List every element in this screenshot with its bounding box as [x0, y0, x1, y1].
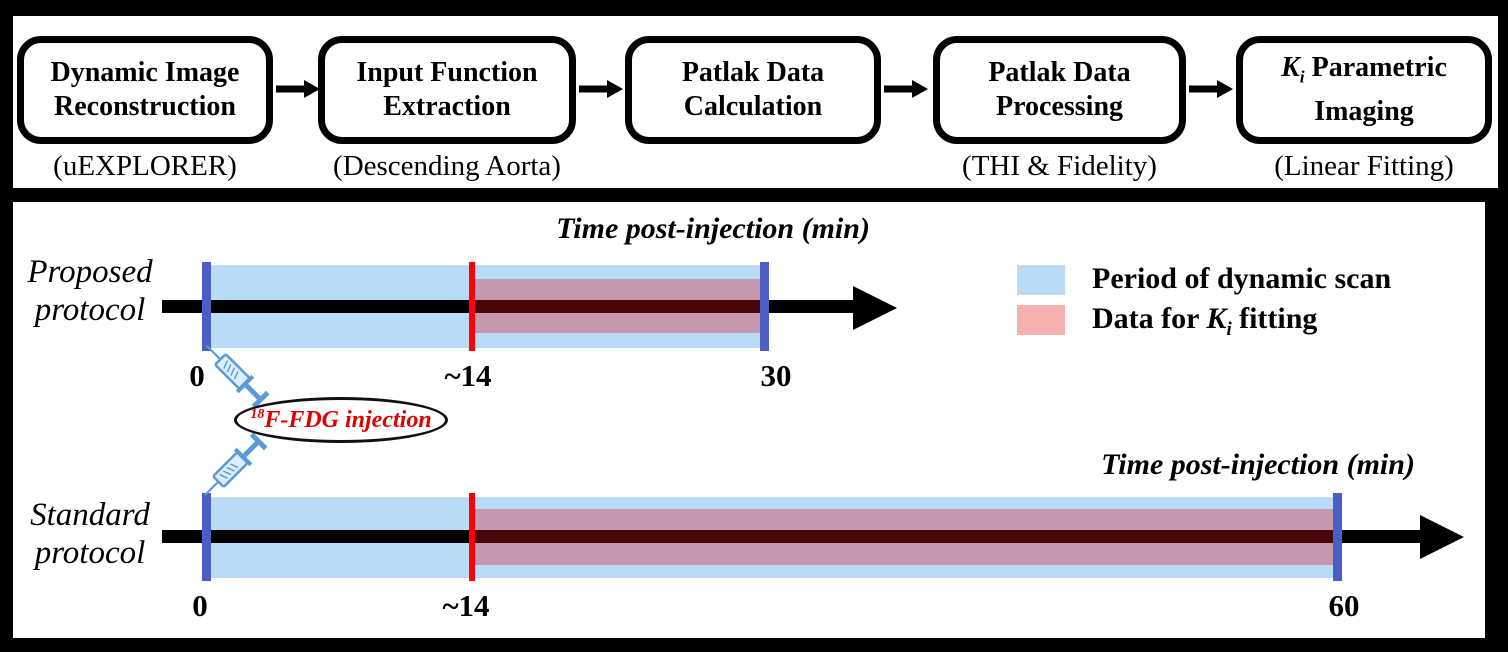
flow-box-subtitle-thi-fidelity: (THI & Fidelity): [962, 150, 1157, 182]
axis-title-proposed: Time post-injection (min): [556, 212, 870, 245]
proposed-time-14: ~14: [444, 358, 492, 393]
standard-time-0: 0: [192, 588, 208, 623]
standard-timeline-axis: [162, 530, 1422, 543]
flow-arrow-icon: [1189, 80, 1233, 98]
flow-box-subtitle-descending-aorta: (Descending Aorta): [333, 150, 561, 182]
flow-box-line1: Patlak Data: [988, 57, 1131, 88]
legend-swatch-ki-fitting: [1017, 305, 1065, 335]
standard-label-line1: Standard: [30, 497, 150, 533]
flow-box-subtitle-uexplorer: (uEXPLORER): [53, 150, 237, 182]
flow-box-line2: Extraction: [383, 91, 511, 122]
flow-box-line2: Calculation: [683, 91, 823, 122]
flow-box-line1: Dynamic Image: [50, 57, 240, 88]
proposed-time-30: 30: [760, 358, 792, 393]
flow-arrow-icon: [579, 80, 623, 98]
proposed-tick-14min: [469, 262, 475, 351]
flow-box-line1: Patlak Data: [681, 57, 825, 88]
flow-box-line2: Processing: [995, 91, 1124, 122]
proposed-arrowhead-icon: [853, 286, 897, 330]
syringe-icon: [194, 422, 279, 507]
standard-ki-fitting-band: [472, 509, 1337, 565]
flow-box-line2: Reconstruction: [54, 91, 236, 122]
proposed-protocol-label: Proposed protocol: [10, 253, 170, 329]
standard-arrowhead-icon: [1420, 515, 1464, 559]
flow-box-dynamic-image-reconstruction: Dynamic Image Reconstruction: [17, 36, 273, 144]
flow-box-subtitle-linear-fitting: (Linear Fitting): [1274, 150, 1454, 182]
flow-arrow-icon: [884, 80, 928, 98]
fdg-injection-label: 18F-FDG injection: [250, 406, 432, 433]
proposed-tick-start: [202, 262, 211, 351]
standard-tick-end: [1333, 493, 1342, 581]
standard-protocol-label: Standard protocol: [10, 496, 170, 572]
fdg-injection-callout: 18F-FDG injection: [234, 397, 448, 443]
standard-time-60: 60: [1328, 588, 1360, 623]
standard-label-line2: protocol: [34, 535, 146, 571]
flow-box-line1: Ki Parametric: [1281, 52, 1447, 87]
workflow-panel: Dynamic Image Reconstruction (uEXPLORER)…: [13, 16, 1498, 188]
legend-label-ki-fitting: Data for Ki fitting: [1092, 302, 1318, 340]
flow-box-input-function-extraction: Input Function Extraction: [318, 36, 576, 144]
flow-box-ki-parametric-imaging: Ki Parametric Imaging: [1236, 36, 1492, 144]
flow-box-patlak-data-processing: Patlak Data Processing: [933, 36, 1186, 144]
proposed-tick-end: [760, 262, 769, 351]
standard-tick-14min: [469, 493, 475, 581]
syringe-icon: [196, 335, 281, 420]
proposed-time-0: 0: [189, 358, 205, 393]
standard-tick-start: [202, 493, 211, 581]
legend-swatch-dynamic-scan: [1017, 265, 1065, 295]
flow-box-patlak-data-calculation: Patlak Data Calculation: [625, 36, 881, 144]
axis-title-standard: Time post-injection (min): [1101, 448, 1415, 481]
flow-box-line1: Input Function: [356, 57, 538, 88]
proposed-timeline-axis: [162, 300, 855, 313]
legend-label-dynamic-scan: Period of dynamic scan: [1092, 262, 1392, 295]
standard-time-14: ~14: [442, 588, 490, 623]
flow-box-line2: Imaging: [1314, 95, 1414, 127]
proposed-label-line1: Proposed: [27, 254, 153, 290]
flow-arrow-icon: [276, 80, 320, 98]
proposed-ki-fitting-band: [472, 279, 766, 333]
proposed-label-line2: protocol: [34, 292, 146, 328]
